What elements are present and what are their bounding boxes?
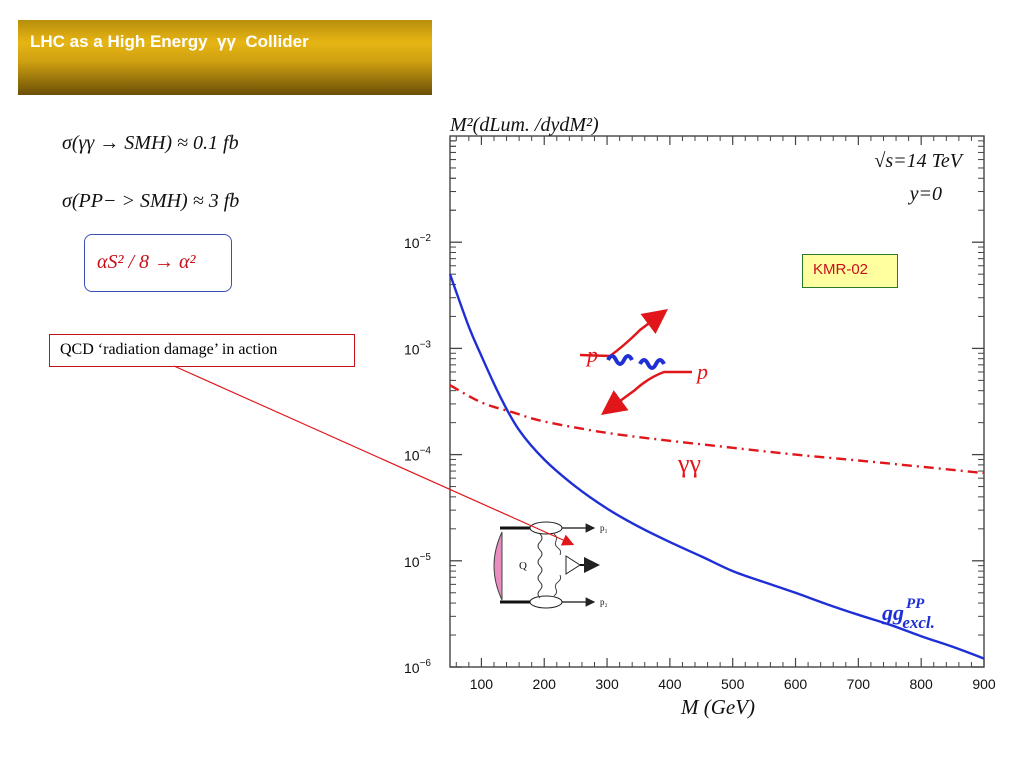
qcd-exclusive-diagram: Q p₁ p₂ [493, 521, 608, 609]
x-tick-label: 800 [909, 676, 933, 692]
rapidity-annotation: y=0 [908, 183, 942, 205]
series-line-0 [448, 273, 985, 660]
gg-label-sub: excl. [902, 613, 935, 632]
x-tick-label: 700 [847, 676, 871, 692]
series-layer [448, 273, 985, 660]
gg-label-sup: PP [906, 596, 925, 612]
x-tick-label: 400 [658, 676, 682, 692]
proton-diagram: p p [579, 309, 708, 415]
photon-wave-right [638, 358, 666, 370]
proton-label-right: p [695, 359, 708, 384]
alpha-relation-box: αS² / 8 → α² [84, 234, 232, 292]
slide-title-bar: LHC as a High Energy γγ Collider [18, 20, 432, 95]
gluon-blob [493, 531, 503, 601]
diagram-label-p1: p₁ [600, 523, 608, 533]
proton-label-left: p [585, 342, 598, 367]
gamma-gamma-label: γγ [677, 449, 701, 478]
qcd-note: QCD ‘radiation damage’ in action [60, 341, 278, 358]
diagram-label-q: Q [519, 560, 527, 572]
photon-wave-left [606, 354, 634, 366]
x-axis-label: M (GeV) [680, 695, 755, 719]
qcd-note-box: QCD ‘radiation damage’ in action [49, 334, 355, 367]
formula-gamma-gamma-higgs: σ(γγ → SMH) ≈ 0.1 fb [62, 132, 239, 154]
diagram-label-p2: p₂ [600, 597, 608, 607]
kmr-label: KMR-02 [813, 261, 869, 278]
proton-line-lower [600, 370, 692, 415]
plot-frame [449, 135, 985, 668]
qcd-pointer-arrow [173, 365, 575, 546]
gg-excl-label: gg PP excl. [881, 596, 935, 632]
formula-pp-higgs: σ(PP− > SMH) ≈ 3 fb [62, 190, 240, 212]
alpha-relation: αS² / 8 → α² [97, 251, 196, 273]
quark-triangle [565, 555, 581, 575]
x-tick-label: 100 [470, 676, 494, 692]
kmr-badge: KMR-02 [802, 254, 898, 288]
series-line-1 [449, 384, 985, 475]
gg-label-main: gg [881, 600, 904, 625]
y-tick-label: 10−4 [404, 446, 431, 464]
slide-title: LHC as a High Energy γγ Collider [30, 32, 309, 51]
axis-ticks: 100 200 300 400 500 600 700 800 900 10−6 10−5 10−4 1… [404, 136, 996, 692]
y-tick-label: 10−2 [404, 233, 431, 251]
x-tick-label: 900 [972, 676, 996, 692]
vertex-bottom [529, 595, 563, 609]
y-tick-label: 10−3 [404, 339, 431, 357]
y-axis-title: M²(dLum. /dydM²) [449, 114, 599, 136]
gluon-lower-right [553, 574, 562, 597]
x-tick-label: 200 [533, 676, 557, 692]
x-tick-label: 500 [721, 676, 745, 692]
x-tick-label: 300 [595, 676, 619, 692]
y-tick-label: 10−6 [404, 658, 431, 676]
x-tick-label: 600 [784, 676, 808, 692]
y-tick-label: 10−5 [404, 552, 431, 570]
sqrt-s-annotation: √s=14 TeV [874, 150, 964, 172]
gluon-left [537, 533, 543, 599]
